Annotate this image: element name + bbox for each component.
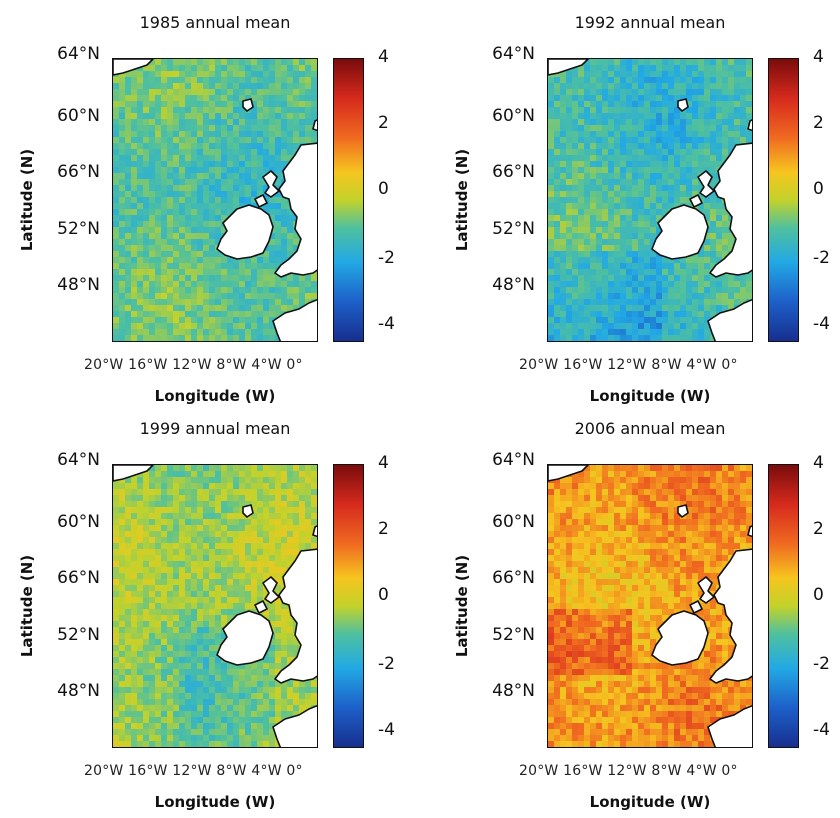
panel-title: 1999 annual mean (112, 418, 318, 440)
y-tick: 52°N (473, 219, 535, 239)
anomaly-field (113, 465, 318, 748)
y-tick: 60°N (38, 106, 100, 126)
colorbar-tick: 0 (378, 585, 389, 605)
y-tick: 60°N (473, 106, 535, 126)
panel-2006: 2006 annual mean Latitude (N) 64°N 60°N … (435, 418, 840, 818)
colorbar-tick: -4 (378, 720, 395, 740)
colorbar-tick: -4 (813, 314, 830, 334)
x-tick: 4°W (251, 763, 281, 779)
x-tick: 16°W (563, 763, 602, 779)
colorbar-tick: 0 (813, 585, 824, 605)
sst-anomaly-map (112, 464, 318, 748)
y-tick: 66°N (38, 162, 100, 182)
x-tick-labels: 20°W 16°W 12°W 8°W 4°W 0° (84, 357, 344, 373)
colorbar-tick: 4 (813, 47, 824, 67)
panel-title: 2006 annual mean (547, 418, 753, 440)
y-tick: 60°N (38, 512, 100, 532)
x-tick: 12°W (607, 763, 646, 779)
sst-anomaly-map (547, 464, 753, 748)
y-tick: 64°N (473, 44, 535, 64)
anomaly-cells (548, 465, 753, 748)
x-tick: 20°W (519, 357, 558, 373)
colorbar-tick: -4 (813, 720, 830, 740)
colorbar-tick: 2 (378, 519, 389, 539)
panel-1999: 1999 annual mean Latitude (N) 64°N 60°N … (0, 418, 420, 818)
colorbar-tick: -2 (378, 248, 395, 268)
x-tick: 20°W (519, 763, 558, 779)
x-tick: 4°W (251, 357, 281, 373)
x-tick: 8°W (216, 357, 246, 373)
colorbar-tick: 4 (378, 453, 389, 473)
colorbar-tick: -2 (813, 654, 830, 674)
x-axis-label: Longitude (W) (112, 793, 318, 811)
y-tick: 66°N (473, 162, 535, 182)
y-tick: 48°N (38, 275, 100, 295)
x-tick: 12°W (607, 357, 646, 373)
x-tick: 4°W (686, 763, 716, 779)
x-tick: 8°W (651, 357, 681, 373)
colorbar (768, 58, 799, 342)
sst-anomaly-map (112, 58, 318, 342)
x-tick-labels: 20°W 16°W 12°W 8°W 4°W 0° (519, 357, 779, 373)
x-tick: 16°W (128, 357, 167, 373)
colorbar (333, 464, 364, 748)
anomaly-cells (548, 59, 753, 342)
colorbar-tick: -2 (378, 654, 395, 674)
panel-1985: 1985 annual mean Latitude (N) 64°N 60°N … (0, 12, 420, 412)
panel-1992: 1992 annual mean Latitude (N) 64°N 60°N … (435, 12, 840, 412)
sst-anomaly-map (547, 58, 753, 342)
y-tick: 48°N (473, 275, 535, 295)
y-tick: 66°N (38, 568, 100, 588)
colorbar-tick: 4 (378, 47, 389, 67)
y-tick: 52°N (38, 219, 100, 239)
colorbar-tick: 0 (378, 179, 389, 199)
x-axis-label: Longitude (W) (547, 793, 753, 811)
colorbar (333, 58, 364, 342)
y-tick: 48°N (473, 681, 535, 701)
x-axis-label: Longitude (W) (112, 387, 318, 405)
x-tick: 12°W (172, 357, 211, 373)
x-tick: 0° (286, 763, 302, 779)
anomaly-cells (113, 465, 318, 748)
y-tick: 64°N (38, 44, 100, 64)
y-tick: 52°N (473, 625, 535, 645)
anomaly-field (548, 59, 753, 342)
x-tick: 0° (721, 763, 737, 779)
x-tick: 20°W (84, 357, 123, 373)
colorbar-tick: 0 (813, 179, 824, 199)
colorbar-tick: 2 (813, 113, 824, 133)
y-tick: 66°N (473, 568, 535, 588)
x-tick: 0° (286, 357, 302, 373)
y-tick: 48°N (38, 681, 100, 701)
y-tick: 64°N (38, 450, 100, 470)
colorbar-tick: 4 (813, 453, 824, 473)
anomaly-field (548, 465, 753, 748)
x-tick: 4°W (686, 357, 716, 373)
colorbar-tick: 2 (813, 519, 824, 539)
x-tick-labels: 20°W 16°W 12°W 8°W 4°W 0° (84, 763, 344, 779)
y-tick: 52°N (38, 625, 100, 645)
x-axis-label: Longitude (W) (547, 387, 753, 405)
panel-title: 1985 annual mean (112, 12, 318, 34)
x-tick: 0° (721, 357, 737, 373)
anomaly-cells (113, 59, 318, 342)
x-tick: 8°W (651, 763, 681, 779)
colorbar-tick: -4 (378, 314, 395, 334)
colorbar-tick: -2 (813, 248, 830, 268)
x-tick: 20°W (84, 763, 123, 779)
anomaly-field (113, 59, 318, 342)
panel-title: 1992 annual mean (547, 12, 753, 34)
x-tick-labels: 20°W 16°W 12°W 8°W 4°W 0° (519, 763, 779, 779)
colorbar (768, 464, 799, 748)
y-tick: 60°N (473, 512, 535, 532)
x-tick: 8°W (216, 763, 246, 779)
x-tick: 16°W (128, 763, 167, 779)
x-tick: 16°W (563, 357, 602, 373)
x-tick: 12°W (172, 763, 211, 779)
colorbar-tick: 2 (378, 113, 389, 133)
y-tick: 64°N (473, 450, 535, 470)
